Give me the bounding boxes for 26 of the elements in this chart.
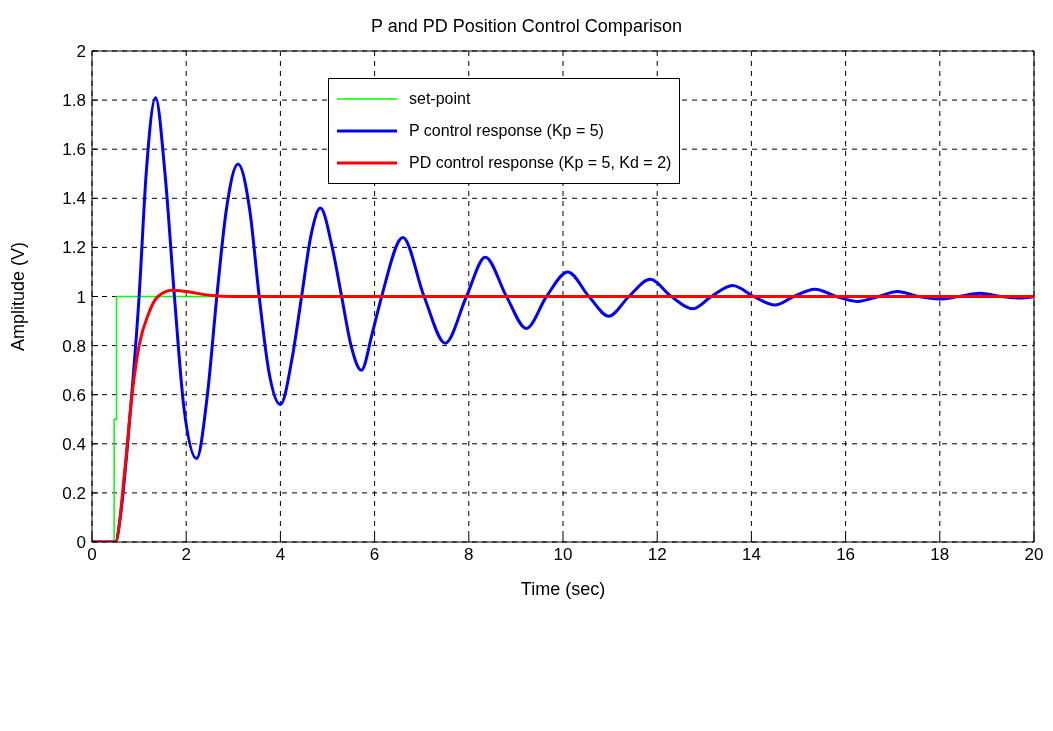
x-tick-label: 14 bbox=[741, 545, 761, 565]
legend-label: P control response (Kp = 5) bbox=[409, 122, 604, 140]
y-tick-label: 0.6 bbox=[62, 385, 86, 405]
x-tick-label: 12 bbox=[647, 545, 667, 565]
x-tick-label: 16 bbox=[836, 545, 856, 565]
y-tick-label: 2 bbox=[76, 42, 86, 62]
y-axis-title: Amplitude (V) bbox=[8, 241, 29, 352]
legend-label: set-point bbox=[409, 90, 471, 108]
x-tick-label: 8 bbox=[464, 545, 474, 565]
y-tick-label: 1.6 bbox=[62, 140, 86, 160]
y-tick-label: 1 bbox=[76, 287, 86, 307]
x-tick-label: 4 bbox=[275, 545, 286, 565]
x-tick-label: 6 bbox=[369, 545, 380, 565]
chart-title: P and PD Position Control Comparison bbox=[370, 16, 683, 37]
y-tick-label: 1.4 bbox=[62, 189, 86, 209]
y-tick-label: 0.4 bbox=[62, 434, 86, 454]
y-tick-label: 1.8 bbox=[62, 91, 86, 111]
x-tick-label: 18 bbox=[930, 545, 950, 565]
legend-label: PD control response (Kp = 5, Kd = 2) bbox=[409, 154, 672, 172]
y-tick-label: 1.2 bbox=[62, 238, 86, 258]
x-tick-label: 2 bbox=[181, 545, 191, 565]
y-tick-label: 0.8 bbox=[62, 336, 86, 356]
x-axis-title: Time (sec) bbox=[520, 579, 606, 599]
y-tick-label: 0.2 bbox=[62, 483, 86, 503]
x-tick-label: 20 bbox=[1024, 545, 1044, 565]
x-tick-label: 10 bbox=[553, 545, 573, 565]
